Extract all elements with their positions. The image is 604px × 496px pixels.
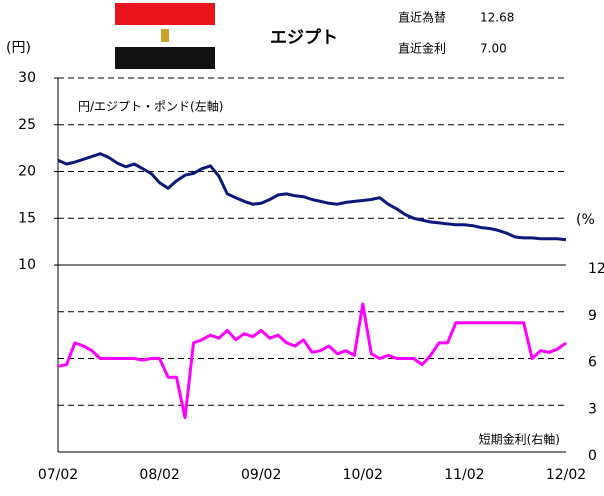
series-line — [57, 302, 567, 420]
x-tick-label: 11/02 — [444, 467, 484, 483]
fx-label: 直近為替 — [398, 11, 446, 25]
rate-value: 7.00 — [480, 42, 507, 56]
flag — [115, 3, 215, 69]
y2-tick-label: 0 — [588, 448, 597, 464]
y-tick-label: 20 — [18, 164, 36, 180]
series-line — [57, 152, 567, 242]
y-tick-label: 25 — [18, 117, 36, 133]
y2-tick-label: 12 — [588, 261, 604, 277]
x-tick-label: 07/02 — [38, 467, 78, 483]
legend-label: 短期金利(右軸) — [479, 432, 560, 447]
rate-label: 直近金利 — [398, 41, 446, 56]
y-tick-label: 30 — [18, 70, 36, 86]
y2-tick-label: 3 — [588, 401, 597, 417]
y-tick-label: 10 — [18, 257, 36, 273]
y2-axis-label: (% — [576, 212, 595, 228]
x-tick-label: 09/02 — [241, 467, 281, 483]
x-tick-label: 08/02 — [139, 467, 179, 483]
x-tick-label: 10/02 — [343, 467, 383, 483]
y2-tick-label: 9 — [588, 308, 597, 324]
y-tick-label: 15 — [18, 210, 36, 226]
fx-value: 12.68 — [480, 11, 514, 25]
country-name: エジプト — [270, 27, 338, 48]
y-axis-label: (円) — [6, 40, 31, 56]
legend-label: 円/エジプト・ポンド(左軸) — [78, 99, 223, 114]
y2-tick-label: 6 — [588, 355, 597, 371]
x-tick-label: 12/02 — [546, 467, 586, 483]
